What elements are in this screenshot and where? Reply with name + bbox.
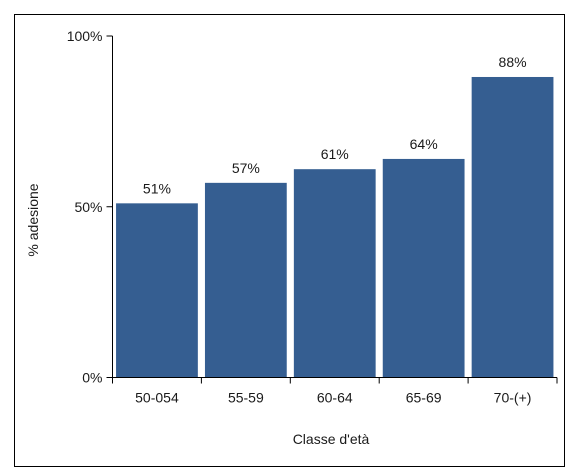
data-label-5: 88% [499,54,527,70]
bar-3 [293,169,376,378]
y-tick-label: 50% [74,199,102,215]
chart-border [14,14,565,467]
x-tick-label: 60-64 [317,390,353,406]
y-axis-title: % adesione [25,183,41,256]
bar-2 [204,182,287,378]
x-tick-label: 65-69 [406,390,442,406]
bar-5 [471,76,554,378]
plot-area: 51% 57% 61% 64% 88% [116,54,554,378]
x-tick-label: 70-(+) [494,390,532,406]
data-label-4: 64% [410,136,438,152]
x-ticks: 50-054 55-59 60-64 65-69 70-(+) [112,377,558,406]
bar-4 [382,158,465,378]
data-label-2: 57% [232,160,260,176]
bar-1 [116,203,198,378]
data-label-1: 51% [143,180,171,196]
x-axis-title: Classe d'età [293,431,370,447]
y-ticks: 0% 50% 100% [67,28,113,386]
data-label-3: 61% [321,146,349,162]
x-tick-label: 50-054 [135,390,179,406]
x-tick-label: 55-59 [228,390,264,406]
y-tick-label: 0% [82,370,102,386]
y-tick-label: 100% [67,28,103,44]
